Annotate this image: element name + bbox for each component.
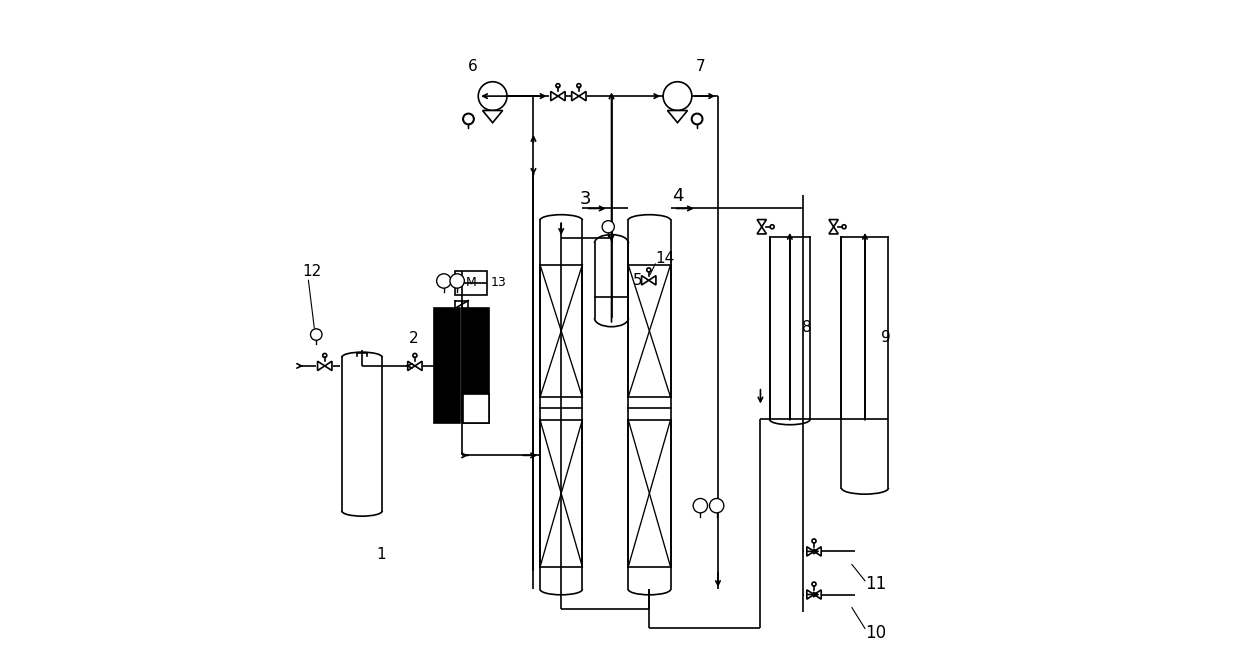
- Circle shape: [436, 274, 451, 288]
- Circle shape: [663, 82, 692, 110]
- Polygon shape: [828, 227, 838, 234]
- Text: 6: 6: [467, 59, 477, 74]
- Text: 1: 1: [377, 547, 386, 562]
- Polygon shape: [317, 361, 325, 371]
- Circle shape: [464, 114, 474, 124]
- Polygon shape: [325, 361, 332, 371]
- Text: 12: 12: [301, 264, 321, 279]
- Text: 9: 9: [882, 330, 892, 344]
- Polygon shape: [807, 590, 813, 599]
- Circle shape: [603, 220, 614, 233]
- Circle shape: [450, 274, 464, 288]
- Circle shape: [463, 113, 474, 125]
- Polygon shape: [415, 361, 422, 371]
- Polygon shape: [579, 91, 587, 101]
- Bar: [434, 308, 460, 422]
- Polygon shape: [758, 220, 766, 227]
- Polygon shape: [551, 91, 558, 101]
- Circle shape: [692, 114, 702, 124]
- Polygon shape: [758, 227, 766, 234]
- Polygon shape: [408, 361, 415, 371]
- Text: 3: 3: [579, 190, 591, 208]
- Polygon shape: [813, 546, 821, 556]
- Text: 13: 13: [491, 276, 506, 289]
- Text: 4: 4: [672, 186, 683, 205]
- Circle shape: [709, 499, 724, 513]
- Text: M: M: [466, 276, 476, 289]
- Text: 11: 11: [866, 575, 887, 593]
- Bar: [463, 308, 490, 422]
- Bar: [463, 394, 490, 422]
- Polygon shape: [482, 110, 502, 123]
- Circle shape: [310, 329, 322, 340]
- Text: 10: 10: [866, 625, 887, 642]
- Circle shape: [693, 499, 708, 513]
- Text: 7: 7: [696, 59, 706, 74]
- Polygon shape: [558, 91, 565, 101]
- Polygon shape: [813, 590, 821, 599]
- Polygon shape: [828, 220, 838, 227]
- Bar: [455, 270, 487, 295]
- Text: 2: 2: [409, 331, 419, 346]
- Polygon shape: [667, 110, 687, 123]
- Circle shape: [479, 82, 507, 110]
- Text: 14: 14: [655, 251, 675, 266]
- Polygon shape: [807, 546, 813, 556]
- Polygon shape: [641, 276, 649, 285]
- Polygon shape: [572, 91, 579, 101]
- Circle shape: [692, 113, 703, 125]
- Text: 8: 8: [801, 321, 811, 335]
- Polygon shape: [649, 276, 656, 285]
- Text: 5: 5: [632, 273, 642, 288]
